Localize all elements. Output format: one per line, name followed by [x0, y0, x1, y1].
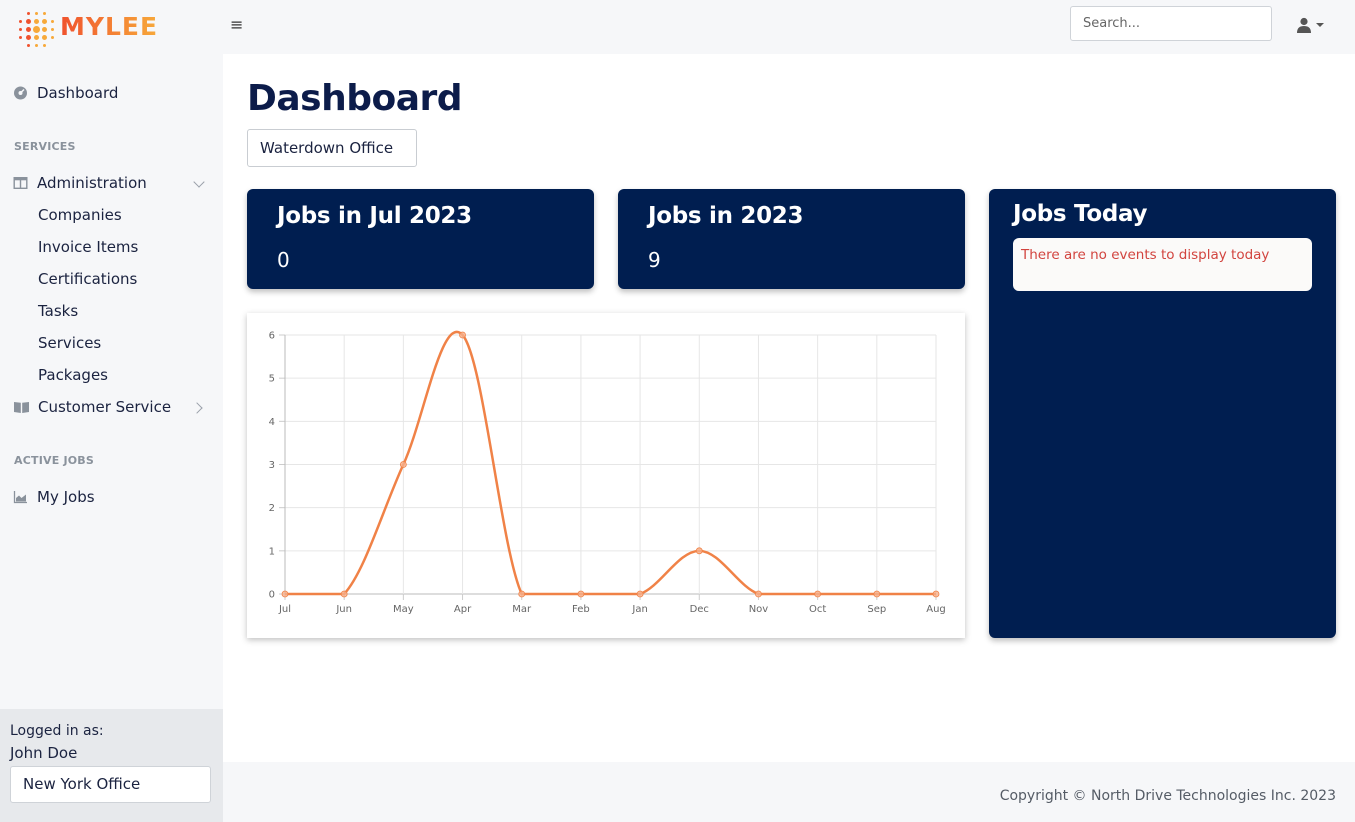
sidebar-item-customer-service[interactable]: Customer Service [13, 398, 171, 416]
data-point [814, 590, 822, 598]
jobs-today-title: Jobs Today [1013, 201, 1148, 227]
section-label-services: SERVICES [14, 140, 76, 153]
stat-card-title: Jobs in Jul 2023 [277, 203, 472, 229]
sidebar-subitem-services[interactable]: Services [38, 334, 102, 352]
sidebar-item-administration[interactable]: Administration [13, 174, 147, 192]
data-point [932, 590, 940, 598]
data-point [577, 590, 585, 598]
stat-card-value: 9 [648, 248, 661, 272]
logo-mark-icon [12, 6, 54, 47]
data-point [281, 590, 289, 598]
x-tick-label: Oct [809, 604, 826, 615]
dashboard-gauge-icon [14, 86, 27, 100]
office-select[interactable]: New York Office [10, 766, 211, 803]
data-point [340, 590, 348, 598]
x-tick-label: May [393, 604, 414, 615]
user-menu-button[interactable] [1296, 14, 1330, 36]
jobs-chart-card: 0 1 2 3 4 5 6 Jul Jun May Apr Mar Feb Jan Dec Nov Oct Sep… [247, 313, 965, 638]
jobs-line-chart: 0 1 2 3 4 5 6 Jul Jun May Apr Mar Feb Jan Dec Nov Oct Sep… [269, 330, 946, 616]
stat-card-title: Jobs in 2023 [648, 203, 804, 229]
sidebar-subitem-packages[interactable]: Packages [38, 366, 108, 384]
y-tick-label: 1 [269, 546, 275, 557]
jobs-today-message: There are no events to display today [1013, 238, 1312, 291]
chevron-right-icon[interactable] [191, 402, 203, 414]
copyright-text: Copyright © North Drive Technologies Inc… [999, 788, 1336, 804]
data-point [459, 331, 466, 339]
x-tick-label: Jan [631, 604, 647, 615]
sidebar-item-label: My Jobs [37, 488, 95, 506]
sidebar-item-my-jobs[interactable]: My Jobs [13, 488, 95, 506]
x-tick-label: Jul [278, 604, 291, 615]
section-label-active-jobs: ACTIVE JOBS [14, 454, 94, 467]
page-title: Dashboard [247, 78, 463, 119]
sidebar-footer: Logged in as: John Doe New York Office [0, 709, 223, 822]
sidebar: Dashboard SERVICES Administration Compan… [0, 54, 223, 822]
x-tick-label: Aug [926, 604, 946, 615]
data-point [755, 590, 762, 598]
sidebar-subitem-invoice-items[interactable]: Invoice Items [38, 238, 139, 256]
sidebar-subitem-tasks[interactable]: Tasks [38, 302, 79, 320]
y-tick-label: 0 [269, 590, 275, 601]
top-bar: MYLEE ≡ [0, 0, 1355, 54]
data-point [518, 590, 526, 598]
menu-toggle-icon[interactable]: ≡ [230, 15, 244, 34]
data-point [695, 547, 703, 555]
page-footer: Copyright © North Drive Technologies Inc… [223, 762, 1355, 822]
x-tick-label: Nov [749, 604, 769, 615]
stat-card-jobs-year: Jobs in 2023 9 [618, 189, 965, 289]
chevron-down-icon[interactable] [193, 176, 205, 188]
stat-card-jobs-month: Jobs in Jul 2023 0 [247, 189, 594, 289]
search-input[interactable] [1070, 6, 1272, 41]
x-tick-label: Feb [572, 604, 590, 615]
jobs-today-card: Jobs Today There are no events to displa… [989, 189, 1336, 638]
data-point [399, 461, 407, 468]
y-tick-label: 5 [269, 374, 275, 385]
x-tick-label: Mar [512, 604, 532, 615]
logged-in-label: Logged in as: [10, 723, 104, 739]
x-tick-label: Dec [690, 604, 709, 615]
user-icon [1297, 17, 1311, 33]
logged-in-user: John Doe [10, 744, 78, 762]
sidebar-item-label: Administration [37, 174, 147, 192]
table-columns-icon [13, 177, 28, 190]
y-tick-label: 3 [269, 460, 275, 471]
office-button[interactable]: Waterdown Office [247, 129, 417, 167]
sidebar-item-label: Dashboard [37, 84, 119, 102]
y-tick-label: 6 [269, 331, 275, 342]
brand-logo[interactable]: MYLEE [12, 6, 159, 47]
series-line [285, 330, 936, 596]
brand-name: MYLEE [60, 11, 159, 41]
book-open-icon [14, 402, 29, 413]
x-tick-label: Jun [335, 604, 352, 615]
y-tick-label: 2 [269, 503, 275, 514]
chevron-down-icon [1316, 23, 1324, 27]
data-point [636, 590, 644, 598]
y-tick-label: 4 [269, 417, 275, 428]
x-tick-label: Sep [867, 604, 886, 615]
sidebar-item-label: Customer Service [38, 398, 172, 416]
sidebar-subitem-companies[interactable]: Companies [38, 206, 122, 224]
x-tick-label: Apr [454, 604, 472, 615]
sidebar-subitem-certifications[interactable]: Certifications [38, 270, 138, 288]
area-chart-icon [13, 491, 27, 504]
sidebar-item-dashboard[interactable]: Dashboard [13, 84, 118, 102]
data-point [873, 590, 881, 598]
stat-card-value: 0 [277, 248, 290, 272]
